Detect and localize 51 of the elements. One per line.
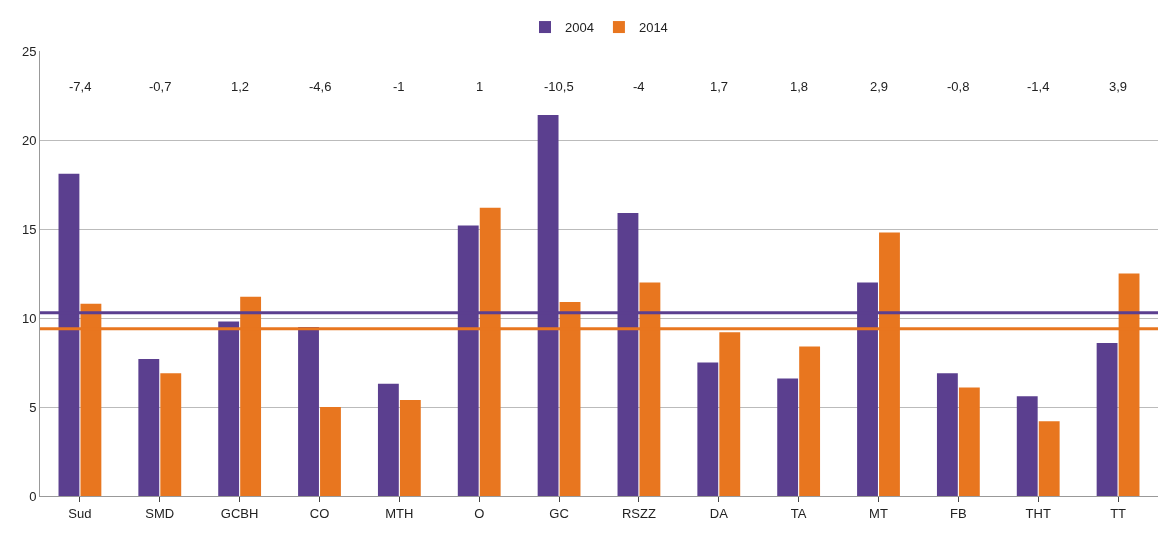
y-tick-label: 10 (21, 310, 37, 326)
annotation: -1 (393, 79, 405, 94)
annotation: 1,2 (231, 79, 250, 94)
bar (777, 378, 799, 496)
x-tick-label: SMD (145, 505, 175, 521)
x-tick-label: GC (549, 505, 569, 521)
x-tick-label: TT (1110, 505, 1127, 521)
annotation: 3,9 (1109, 79, 1128, 94)
annotation: 1,8 (790, 79, 809, 94)
annotation: -10,5 (544, 79, 574, 94)
y-tick-label: 20 (21, 132, 37, 148)
bar (160, 373, 182, 496)
x-tick-label: MT (869, 505, 888, 521)
y-tick-label: 5 (29, 399, 37, 415)
bar (799, 346, 821, 496)
y-tick-label: 0 (29, 488, 37, 504)
legend-label: 2014 (638, 20, 668, 36)
annotation: -7,4 (69, 79, 92, 94)
x-tick-label: O (474, 505, 485, 521)
bar (218, 321, 240, 496)
legend-label: 2004 (565, 20, 594, 36)
bar (377, 383, 399, 496)
x-tick-label: THT (1025, 505, 1051, 521)
bar (936, 373, 958, 496)
x-tick-label: TA (790, 505, 807, 521)
bar (697, 362, 719, 496)
y-tick-label: 15 (21, 221, 37, 237)
annotation: 2,9 (870, 79, 889, 94)
bar (958, 387, 980, 496)
x-tick-label: Sud (68, 505, 92, 521)
annotation: -4 (633, 79, 645, 94)
x-tick-label: MTH (385, 505, 414, 521)
annotation: 1 (476, 79, 484, 94)
annotation: -0,7 (149, 79, 172, 94)
bar (1016, 396, 1038, 496)
bar (719, 332, 741, 496)
annotation: 1,7 (710, 79, 729, 94)
bar (399, 399, 421, 496)
annotation: -1,4 (1027, 79, 1050, 94)
x-tick-label: CO (309, 505, 330, 521)
x-tick-label: RSZZ (621, 505, 656, 521)
x-tick-label: GCBH (220, 505, 259, 521)
bar (138, 358, 160, 496)
y-tick-label: 25 (21, 43, 37, 59)
bar (1038, 421, 1060, 496)
x-tick-label: FB (950, 505, 967, 521)
annotation: -0,8 (947, 79, 970, 94)
annotation: -4,6 (309, 79, 332, 94)
bar (1096, 342, 1118, 496)
x-tick-label: DA (709, 505, 729, 521)
bar (320, 407, 341, 496)
